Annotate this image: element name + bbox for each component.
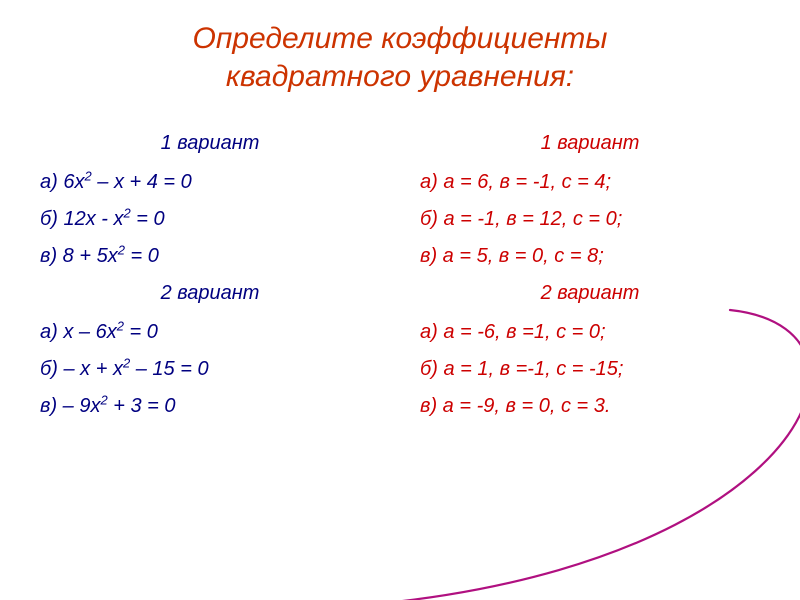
right-heading-2: 2 вариант	[420, 275, 760, 312]
left-heading-2: 2 вариант	[40, 275, 380, 312]
right-ans-a2: а) а = -6, в =1, с = 0;	[420, 314, 760, 351]
left-heading-1: 1 вариант	[40, 125, 380, 162]
slide-title: Определите коэффициенты квадратного урав…	[0, 20, 800, 95]
right-ans-c1: в) а = 5, в = 0, с = 8;	[420, 238, 760, 275]
column-answers: 1 вариант а) а = 6, в = -1, с = 4; б) а …	[390, 125, 760, 425]
right-ans-c2: в) а = -9, в = 0, с = 3.	[420, 388, 760, 425]
content-columns: 1 вариант а) 6х2 – х + 4 = 0 б) 12х - х2…	[0, 125, 800, 425]
title-line2: квадратного уравнения:	[226, 60, 574, 93]
title-line1: Определите коэффициенты	[193, 22, 608, 55]
right-ans-b2: б) а = 1, в =-1, с = -15;	[420, 351, 760, 388]
right-ans-b1: б) а = -1, в = 12, с = 0;	[420, 201, 760, 238]
left-eq-b2: б) – х + х2 – 15 = 0	[40, 351, 380, 388]
right-ans-a1: а) а = 6, в = -1, с = 4;	[420, 164, 760, 201]
left-eq-a2: а) х – 6х2 = 0	[40, 314, 380, 351]
column-equations: 1 вариант а) 6х2 – х + 4 = 0 б) 12х - х2…	[40, 125, 390, 425]
left-eq-b1: б) 12х - х2 = 0	[40, 201, 380, 238]
left-eq-a1: а) 6х2 – х + 4 = 0	[40, 164, 380, 201]
left-eq-c2: в) – 9х2 + 3 = 0	[40, 388, 380, 425]
left-eq-c1: в) 8 + 5х2 = 0	[40, 238, 380, 275]
right-heading-1: 1 вариант	[420, 125, 760, 162]
